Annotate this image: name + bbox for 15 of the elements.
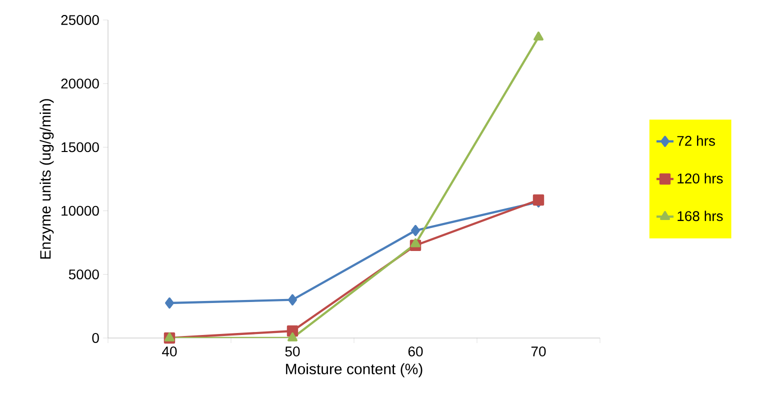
x-tick-label: 40 (162, 346, 177, 356)
y-tick-label: 25000 (61, 15, 99, 25)
y-tick-label: 15000 (62, 142, 99, 152)
x-axis-title: Moisture content (%) (286, 363, 422, 378)
y-tick-label: 0 (92, 333, 99, 343)
y-tick-label: 20000 (61, 78, 99, 89)
x-tick-label: 60 (408, 346, 423, 356)
x-tick-label: 50 (285, 346, 300, 356)
legend-label: 168 hrs (678, 210, 723, 222)
y-axis-title: Enzyme units (ug/g/min) (40, 99, 54, 259)
legend-label: 120 hrs (678, 173, 723, 184)
x-tick-label: 70 (531, 346, 546, 356)
legend-label: 72 hrs (677, 136, 715, 146)
y-tick-label: 5000 (68, 269, 99, 280)
y-tick-label: 10000 (62, 206, 99, 216)
